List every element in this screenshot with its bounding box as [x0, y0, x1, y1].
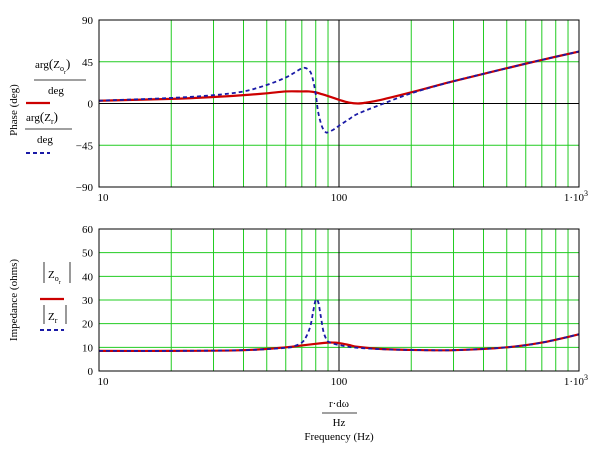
impedance-legend: Zor Zr — [40, 262, 71, 331]
y-tick-label: 0 — [88, 366, 94, 378]
legend-abs-label-2: Zr — [48, 311, 58, 325]
y-tick-label: −45 — [76, 140, 94, 152]
x-tick-label: 100 — [331, 376, 348, 388]
x-tick-label: 10 — [98, 376, 110, 388]
x-tick-label: 10 — [98, 192, 110, 204]
legend-abs-z-2: Z — [48, 311, 55, 323]
legend-abs-sub-1: o — [55, 274, 59, 283]
x-tick-label: 1·103 — [564, 189, 588, 204]
x-tick-label: 1·103 — [564, 373, 588, 388]
x-expression-numerator: r·dω — [329, 398, 349, 410]
impedance-y-axis-label: Impedance (ohms) — [8, 259, 20, 341]
y-tick-label: −90 — [76, 182, 94, 194]
impedance-grid — [99, 229, 579, 371]
phase-plot-frame — [98, 19, 580, 188]
phase-plot: 90 45 0 −45 −90 10 100 1·103 Phase (deg) arg(Z… — [8, 15, 588, 204]
y-tick-label: 90 — [82, 15, 94, 27]
impedance-x-ticks: 10 100 1·103 — [98, 373, 589, 388]
legend-arg-text-2: arg — [26, 112, 40, 124]
y-tick-label: 50 — [82, 248, 94, 260]
phase-series — [98, 50, 580, 134]
phase-x-ticks: 10 100 1·103 — [98, 189, 589, 204]
y-tick-label: 20 — [82, 319, 94, 331]
legend-arg-label-2: arg(Zr) — [26, 109, 58, 126]
y-tick-label: 40 — [82, 271, 94, 283]
impedance-y-ticks: 60 50 40 30 20 10 0 — [82, 224, 94, 378]
x-axis-label: Frequency (Hz) — [304, 431, 374, 443]
phase-legend: arg(Zor) deg arg(Zr) deg — [25, 56, 86, 154]
series-line-blue-dashed — [98, 298, 580, 352]
legend-abs-label-1: Zor — [48, 269, 61, 286]
legend-deg-2: deg — [37, 134, 53, 146]
legend-z-symbol-2: Z — [44, 112, 51, 124]
y-tick-label: 60 — [82, 224, 94, 236]
impedance-plot-frame — [98, 228, 580, 372]
phase-grid — [99, 20, 579, 187]
phase-y-ticks: 90 45 0 −45 −90 — [76, 15, 94, 194]
legend-arg-text-1: arg — [35, 59, 49, 71]
y-tick-label: 45 — [82, 57, 94, 69]
phase-y-axis-label: Phase (deg) — [8, 84, 20, 136]
y-tick-label: 30 — [82, 295, 94, 307]
y-tick-label: 0 — [88, 99, 94, 111]
impedance-series — [98, 298, 580, 353]
x-tick-label: 100 — [331, 192, 348, 204]
legend-abs-subsub-1: r — [59, 280, 61, 286]
legend-deg-1: deg — [48, 85, 64, 97]
legend-z-sub-1: o — [60, 64, 64, 73]
legend-z-sub-2: r — [51, 117, 54, 126]
legend-arg-label-1: arg(Zor) — [35, 56, 70, 76]
x-expression-denominator: Hz — [333, 417, 346, 429]
series-line-blue-dashed — [98, 50, 580, 134]
y-tick-label: 10 — [82, 342, 94, 354]
legend-z-subsub-1: r — [64, 70, 66, 76]
legend-abs-sub-2: r — [55, 316, 58, 325]
legend-abs-z-1: Z — [48, 269, 55, 281]
legend-z-symbol-1: Z — [53, 59, 60, 71]
